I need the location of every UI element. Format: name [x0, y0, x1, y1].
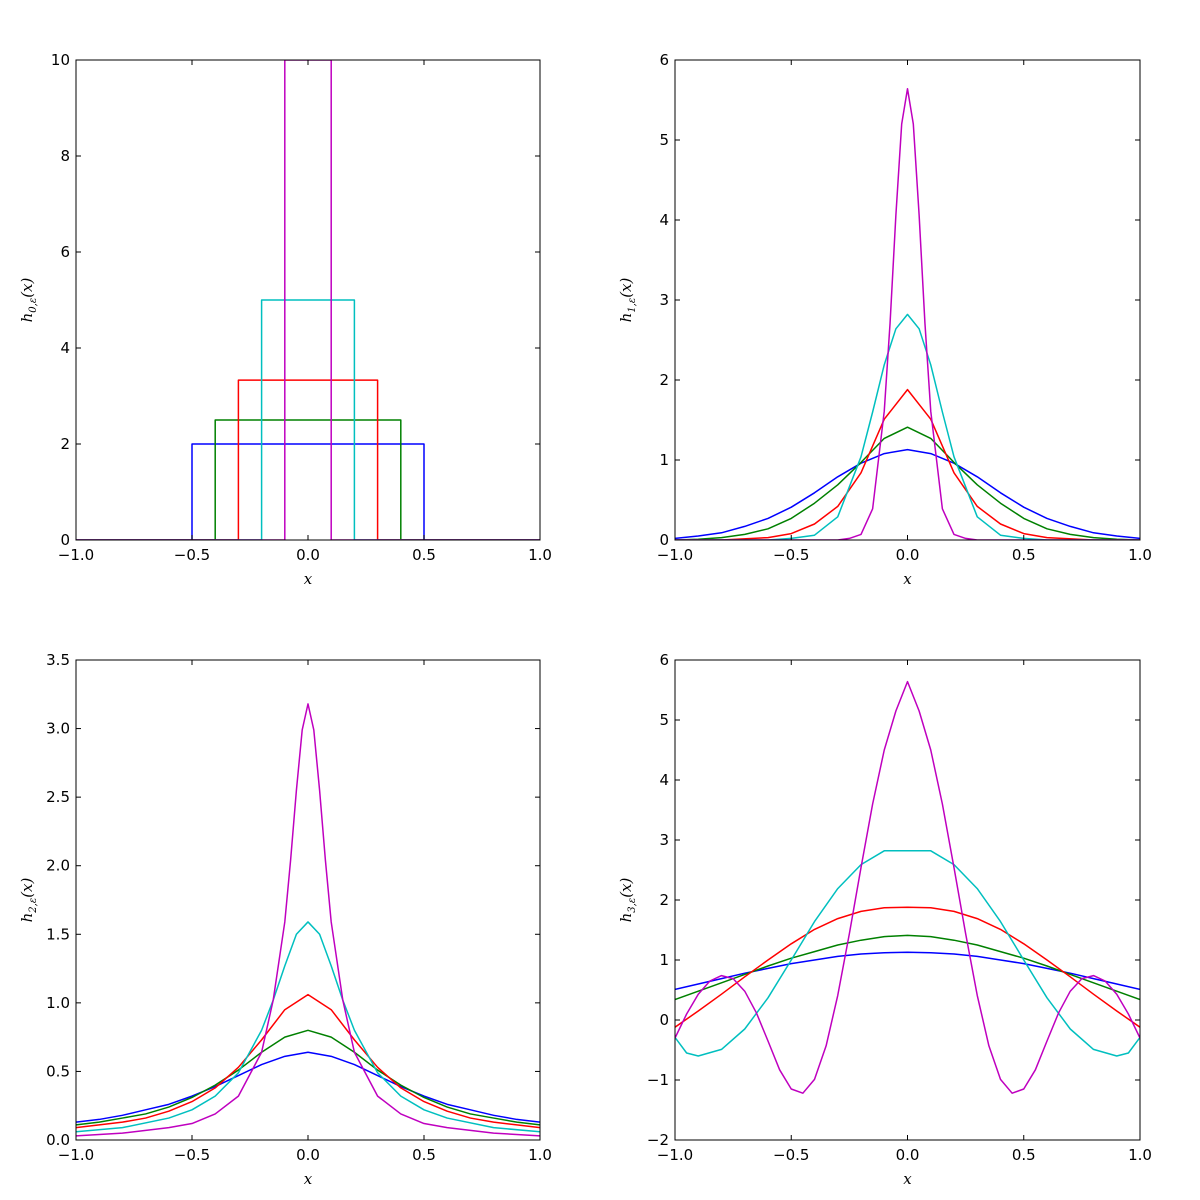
x-axis-label: x: [903, 570, 912, 588]
y-tick-label: 0.5: [46, 1062, 70, 1080]
x-tick-label: 0.5: [1012, 1146, 1036, 1164]
x-tick-label: −0.5: [773, 1146, 809, 1164]
series-line-2: [76, 993, 540, 1129]
x-tick-label: 1.0: [528, 1146, 552, 1164]
y-tick-label: 6: [659, 651, 669, 669]
series-line-2: [675, 388, 1140, 540]
x-tick-label: −0.5: [174, 546, 210, 564]
series-group: [675, 88, 1140, 540]
x-axis-label: x: [304, 1170, 313, 1188]
y-tick-label: 1.0: [46, 994, 70, 1012]
series-line-0: [76, 443, 540, 540]
y-tick-label: 4: [60, 339, 70, 357]
series-line-4: [675, 680, 1140, 1094]
y-tick-label: 3.0: [46, 720, 70, 738]
x-tick-label: 0.0: [296, 546, 320, 564]
x-tick-label: −0.5: [174, 1146, 210, 1164]
series-line-4: [76, 703, 540, 1137]
y-tick-label: 2.5: [46, 788, 70, 806]
y-axis-label: h1,ε(x): [617, 277, 638, 322]
y-tick-label: 5: [659, 131, 669, 149]
y-tick-label: 0: [659, 531, 669, 549]
x-axis-label: x: [903, 1170, 912, 1188]
y-tick-label: 4: [659, 771, 669, 789]
y-tick-label: 2.0: [46, 857, 70, 875]
x-tick-label: −1.0: [58, 546, 94, 564]
x-tick-label: 0.5: [412, 1146, 436, 1164]
x-tick-label: 1.0: [1128, 1146, 1152, 1164]
x-tick-label: −0.5: [773, 546, 809, 564]
series-line-0: [76, 1051, 540, 1123]
series-group: [76, 60, 540, 540]
y-tick-label: 8: [60, 147, 70, 165]
x-tick-label: −1.0: [657, 546, 693, 564]
series-line-4: [675, 88, 1140, 540]
y-tick-label: −1: [647, 1071, 669, 1089]
chart-panel-1: −1.0 −0.5 0.0 0.5 1.0 0 1 2 3 4 5 6 x h1,ε(x): [617, 51, 1152, 588]
y-tick-label: 2: [659, 891, 669, 909]
series-line-3: [76, 921, 540, 1133]
chart-panel-2: −1.0 −0.5 0.0 0.5 1.0 0.0 0.5 1.0 1.5 2.0 2.5 3.0 3.…: [18, 651, 552, 1188]
y-tick-label: 0.0: [46, 1131, 70, 1149]
y-tick-label: 4: [659, 211, 669, 229]
axes-frame: [674, 659, 1141, 1141]
y-tick-label: 1.5: [46, 925, 70, 943]
axes-frame: [674, 59, 1141, 541]
y-tick-label: 1: [659, 451, 669, 469]
axes-frame: [75, 659, 541, 1141]
series-line-1: [675, 934, 1140, 1001]
series-group: [675, 680, 1140, 1094]
x-tick-label: 0.0: [896, 546, 920, 564]
y-tick-label: 2: [60, 435, 70, 453]
series-line-0: [675, 951, 1140, 991]
y-tick-label: 3: [659, 291, 669, 309]
chart-panel-0: −1.0 −0.5 0.0 0.5 1.0 0 2 4 6 8 10 x h0,ε(x): [18, 51, 552, 588]
x-tick-label: 1.0: [1128, 546, 1152, 564]
y-tick-label: 10: [51, 51, 70, 69]
y-tick-label: 0: [659, 1011, 669, 1029]
x-tick-label: −1.0: [58, 1146, 94, 1164]
series-line-2: [76, 379, 540, 540]
y-tick-label: 6: [659, 51, 669, 69]
series-line-1: [76, 419, 540, 540]
y-axis-label: h2,ε(x): [18, 877, 39, 922]
y-tick-label: 5: [659, 711, 669, 729]
y-axis-label: h3,ε(x): [617, 877, 638, 922]
y-tick-label: 3.5: [46, 651, 70, 669]
series-line-1: [76, 1029, 540, 1126]
chart-panel-3: −1.0 −0.5 0.0 0.5 1.0 −2 −1 0 1 2 3 4 5 6 x h3,ε(x): [617, 651, 1152, 1188]
y-axis-label: h0,ε(x): [18, 277, 39, 322]
series-line-1: [675, 426, 1140, 540]
series-line-3: [76, 299, 540, 540]
series-group: [76, 703, 540, 1137]
x-tick-label: 0.5: [1012, 546, 1036, 564]
y-tick-label: −2: [647, 1131, 669, 1149]
x-tick-label: 0.0: [896, 1146, 920, 1164]
x-tick-label: 0.5: [412, 546, 436, 564]
x-tick-label: −1.0: [657, 1146, 693, 1164]
x-axis-label: x: [304, 570, 313, 588]
series-line-3: [675, 850, 1140, 1057]
series-line-0: [675, 448, 1140, 540]
series-line-2: [675, 906, 1140, 1028]
series-line-3: [675, 313, 1140, 540]
y-tick-label: 0: [60, 531, 70, 549]
x-tick-label: 0.0: [296, 1146, 320, 1164]
y-tick-label: 2: [659, 371, 669, 389]
y-tick-label: 6: [60, 243, 70, 261]
y-tick-label: 3: [659, 831, 669, 849]
x-tick-label: 1.0: [528, 546, 552, 564]
y-tick-label: 1: [659, 951, 669, 969]
